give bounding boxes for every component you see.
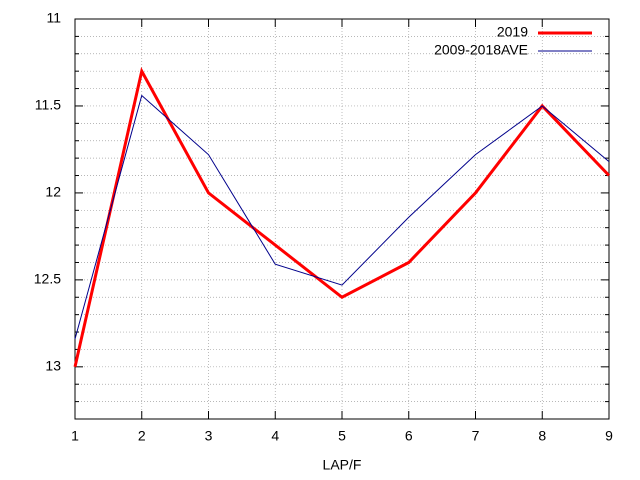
y-tick-label: 12 [45, 184, 61, 200]
legend-label: 2009-2018AVE [434, 42, 528, 58]
x-tick-label: 3 [205, 428, 213, 444]
y-tick-label: 11.5 [35, 97, 61, 113]
x-tick-label: 7 [472, 428, 480, 444]
x-tick-label: 9 [605, 428, 613, 444]
x-tick-label: 2 [138, 428, 146, 444]
legend-label: 2019 [497, 24, 528, 40]
x-axis-label: LAP/F [323, 457, 362, 473]
y-tick-label: 11 [46, 10, 61, 26]
x-tick-label: 1 [71, 428, 79, 444]
y-tick-label: 13 [45, 358, 61, 374]
x-tick-label: 6 [405, 428, 413, 444]
series-line [74, 94, 610, 340]
plot-frame [74, 18, 610, 420]
series-line [73, 66, 611, 368]
y-tick-label: 12.5 [34, 271, 61, 287]
x-tick-label: 5 [338, 428, 346, 444]
x-tick-label: 4 [271, 428, 279, 444]
x-tick-label: 8 [538, 428, 546, 444]
